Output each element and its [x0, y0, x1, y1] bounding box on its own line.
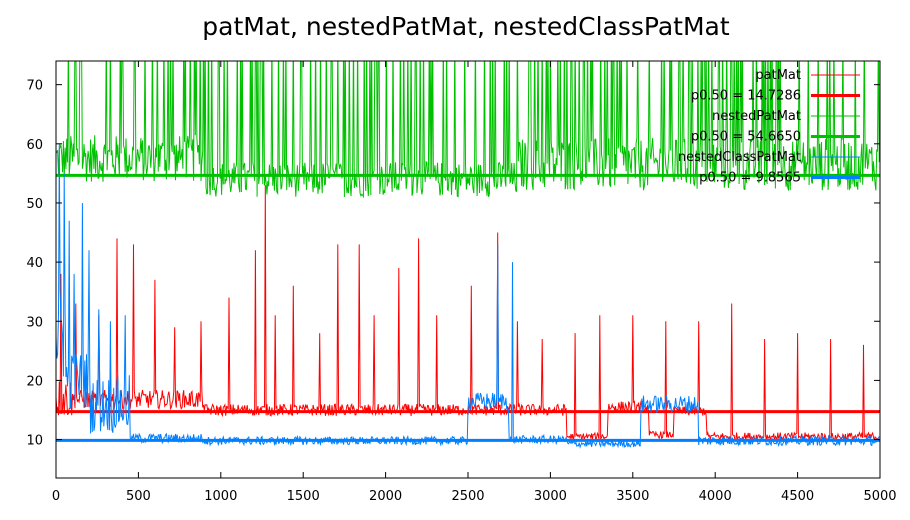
y-tick-label: 70: [26, 79, 43, 94]
x-tick-label: 1000: [204, 489, 237, 504]
legend-label: patMat: [755, 68, 801, 83]
legend-entry: nestedClassPatMat: [678, 150, 860, 165]
legend-label: nestedPatMat: [712, 109, 801, 124]
legend-entry: p0.50 = 14.7286: [691, 89, 860, 104]
x-tick-label: 2500: [451, 489, 484, 504]
legend: patMat p0.50 = 14.7286 nestedPatMat p0.50 =…: [678, 68, 860, 186]
y-tick-label: 20: [26, 374, 43, 389]
x-axis: 0 500 1000 1500 2000 2500 3000 3500 4000 4500 5000: [52, 61, 897, 504]
y-tick-label: 10: [26, 434, 43, 449]
x-tick-label: 2000: [369, 489, 402, 504]
x-tick-label: 500: [126, 489, 151, 504]
y-tick-label: 50: [26, 197, 43, 212]
legend-entry: nestedPatMat: [712, 109, 860, 124]
y-tick-label: 40: [26, 256, 43, 271]
chart-title: patMat, nestedPatMat, nestedClassPatMat: [202, 12, 730, 41]
series-nestedPatMat: [56, 61, 880, 199]
legend-label: p0.50 = 9.8565: [699, 171, 801, 186]
plot-area: [56, 61, 880, 449]
legend-label: nestedClassPatMat: [678, 150, 801, 165]
legend-label: p0.50 = 54.6650: [691, 130, 801, 145]
series-nestedClassPatMat: [56, 143, 880, 449]
y-tick-label: 30: [26, 315, 43, 330]
legend-entry: patMat: [755, 68, 860, 83]
series-line-patMat: [56, 185, 880, 442]
x-tick-label: 1500: [287, 489, 320, 504]
y-axis: 10 20 30 40 50 60 70: [26, 79, 880, 449]
x-tick-label: 3000: [534, 489, 567, 504]
legend-label: p0.50 = 14.7286: [691, 89, 801, 104]
series-line-nestedClassPatMat: [56, 143, 880, 449]
x-tick-label: 0: [52, 489, 60, 504]
x-tick-label: 5000: [863, 489, 896, 504]
legend-entry: p0.50 = 9.8565: [699, 171, 860, 186]
x-tick-label: 4000: [699, 489, 732, 504]
legend-entry: p0.50 = 54.6650: [691, 130, 860, 145]
series-line-nestedPatMat: [56, 61, 880, 199]
x-tick-label: 4500: [781, 489, 814, 504]
y-tick-label: 60: [26, 138, 43, 153]
x-tick-label: 3500: [616, 489, 649, 504]
